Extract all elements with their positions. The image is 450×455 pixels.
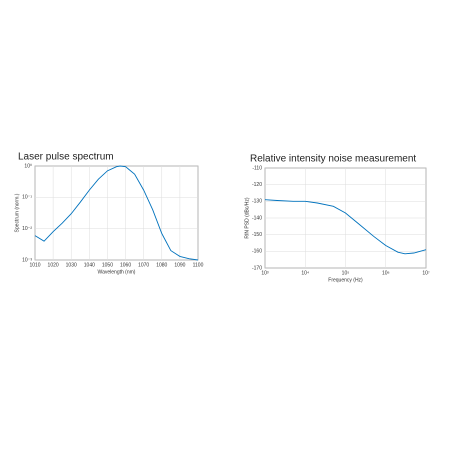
x-axis-label: Frequency (Hz) xyxy=(328,277,363,283)
x-tick-label: 1050 xyxy=(102,262,113,268)
x-tick-label: 10⁷ xyxy=(422,270,430,276)
y-axis-label: Spectrum (norm.) xyxy=(14,193,20,232)
x-tick-label: 1020 xyxy=(48,262,59,268)
x-tick-label: 1080 xyxy=(156,262,167,268)
x-tick-label: 10⁶ xyxy=(382,270,390,276)
y-tick-label: -150 xyxy=(252,232,262,238)
y-tick-label: -130 xyxy=(252,199,262,205)
y-tick-label: -160 xyxy=(252,249,262,255)
x-tick-label: 1060 xyxy=(120,262,131,268)
y-axis-label: RIN PSD (dBc/Hz) xyxy=(244,197,250,238)
data-line xyxy=(264,199,427,255)
chart-title: Relative intensity noise measurement xyxy=(250,154,416,165)
y-tick-label: -140 xyxy=(252,215,262,221)
x-tick-label: 10³ xyxy=(261,270,269,276)
y-tick-label: 10⁻¹ xyxy=(22,195,32,201)
x-tick-label: 1070 xyxy=(138,262,149,268)
data-line xyxy=(34,165,199,261)
x-axis-label: Wavelength (nm) xyxy=(98,269,136,275)
plot-area xyxy=(34,165,199,261)
y-tick-label: -170 xyxy=(252,265,262,271)
y-tick-label: -110 xyxy=(252,165,262,171)
x-tick-label: 1010 xyxy=(29,262,40,268)
y-tick-label: 10⁻² xyxy=(22,226,32,232)
y-tick-label: 10⁻³ xyxy=(22,257,32,263)
x-tick-label: 1030 xyxy=(66,262,77,268)
x-tick-label: 10⁴ xyxy=(301,270,309,276)
chart-title: Laser pulse spectrum xyxy=(18,152,114,163)
x-tick-label: 1100 xyxy=(193,262,204,268)
y-tick-label: -120 xyxy=(252,182,262,188)
x-tick-label: 10⁵ xyxy=(342,270,350,276)
x-tick-label: 1040 xyxy=(84,262,95,268)
y-tick-label: 10⁰ xyxy=(24,163,32,169)
x-tick-label: 1090 xyxy=(174,262,185,268)
